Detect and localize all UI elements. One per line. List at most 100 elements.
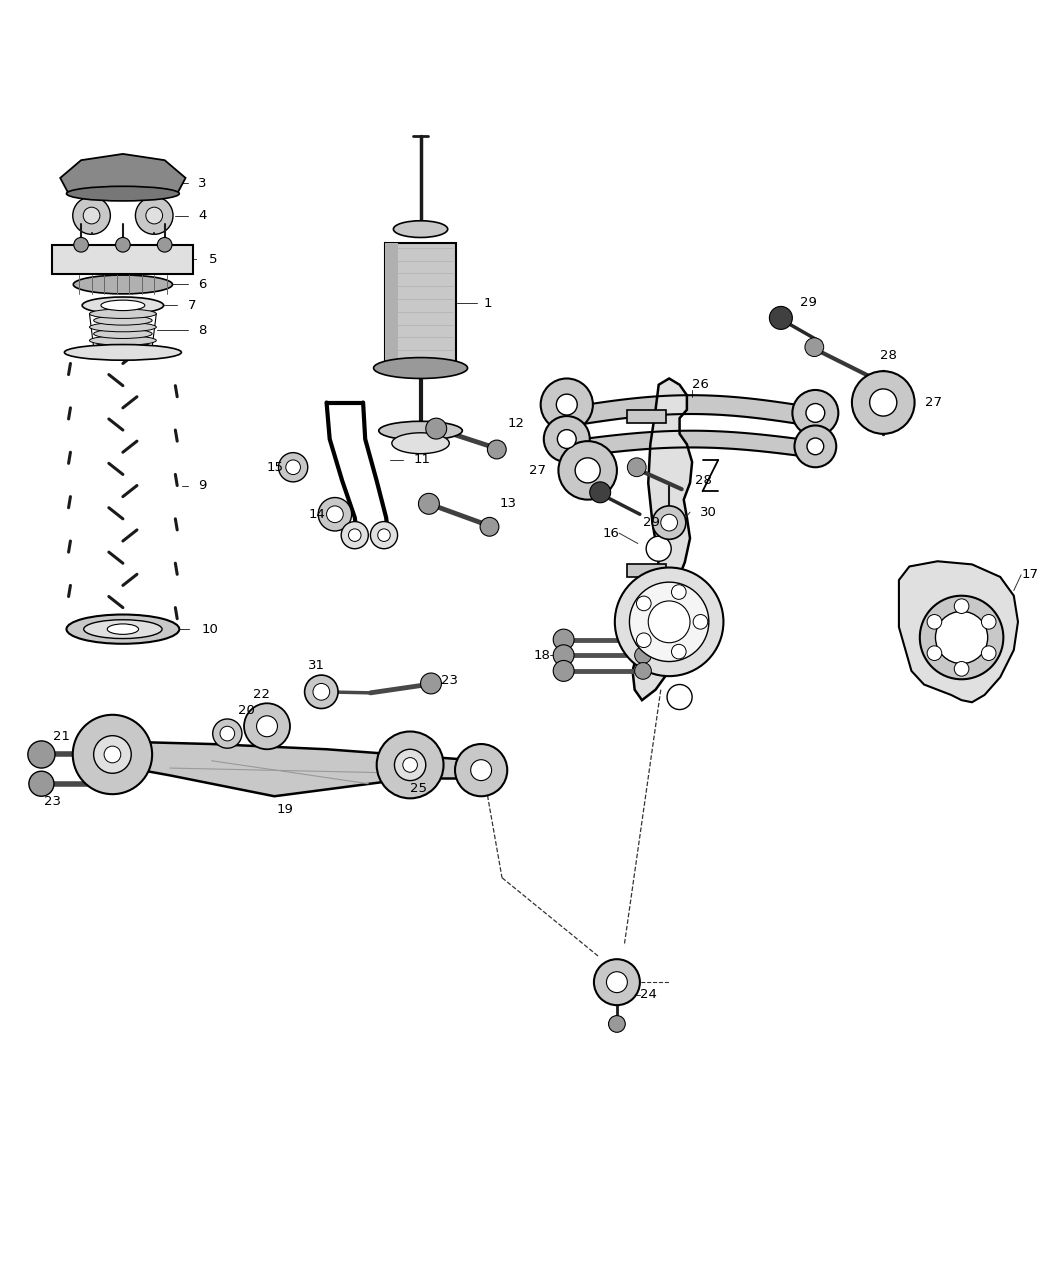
Text: 25: 25 (410, 783, 427, 796)
Circle shape (594, 959, 639, 1005)
Circle shape (419, 493, 439, 514)
Ellipse shape (89, 309, 156, 319)
Ellipse shape (82, 297, 164, 314)
Circle shape (28, 741, 55, 768)
Circle shape (793, 390, 838, 436)
Circle shape (646, 537, 671, 561)
Circle shape (627, 458, 646, 477)
Text: 27: 27 (925, 397, 942, 409)
Circle shape (693, 615, 708, 629)
Text: 21: 21 (52, 731, 70, 743)
Text: 22: 22 (253, 688, 270, 701)
Circle shape (213, 719, 242, 748)
Circle shape (806, 404, 824, 422)
Ellipse shape (392, 432, 449, 454)
Circle shape (869, 389, 897, 416)
Text: 28: 28 (880, 349, 897, 362)
Circle shape (636, 597, 651, 611)
Text: 10: 10 (202, 622, 218, 636)
Circle shape (629, 583, 709, 662)
Circle shape (672, 644, 686, 659)
Circle shape (927, 615, 942, 629)
Text: 27: 27 (529, 464, 546, 477)
Circle shape (852, 371, 915, 434)
Circle shape (575, 458, 601, 483)
Circle shape (634, 631, 651, 648)
Text: 19: 19 (276, 803, 293, 816)
Polygon shape (899, 561, 1018, 703)
Circle shape (327, 506, 343, 523)
Text: 3: 3 (198, 177, 207, 190)
Circle shape (636, 632, 651, 648)
Text: 31: 31 (308, 659, 324, 672)
Text: 6: 6 (198, 278, 207, 291)
Circle shape (244, 704, 290, 750)
Text: 7: 7 (188, 298, 196, 312)
Circle shape (83, 208, 100, 224)
Circle shape (558, 430, 576, 449)
Text: 8: 8 (198, 324, 207, 337)
Polygon shape (632, 379, 692, 700)
Text: 1: 1 (483, 297, 491, 310)
Text: 29: 29 (800, 296, 817, 309)
Circle shape (805, 338, 823, 357)
Circle shape (256, 715, 277, 737)
Circle shape (220, 727, 234, 741)
Circle shape (480, 518, 499, 537)
Circle shape (487, 440, 506, 459)
Text: 28: 28 (695, 474, 712, 487)
Ellipse shape (66, 615, 180, 644)
Circle shape (954, 599, 969, 613)
Circle shape (982, 615, 996, 629)
Circle shape (304, 674, 338, 709)
Circle shape (652, 506, 686, 539)
Circle shape (455, 745, 507, 797)
Text: 11: 11 (414, 454, 430, 467)
Circle shape (553, 660, 574, 681)
Circle shape (116, 237, 130, 252)
Circle shape (634, 646, 651, 663)
Text: 13: 13 (500, 497, 517, 510)
Ellipse shape (93, 343, 152, 352)
Circle shape (313, 683, 330, 700)
Circle shape (667, 685, 692, 710)
Ellipse shape (93, 316, 152, 325)
Circle shape (29, 771, 54, 797)
Circle shape (541, 379, 593, 431)
Polygon shape (385, 242, 398, 368)
Ellipse shape (66, 186, 180, 201)
Circle shape (556, 394, 578, 416)
Circle shape (93, 736, 131, 773)
Ellipse shape (93, 329, 152, 338)
Ellipse shape (374, 357, 467, 379)
Ellipse shape (89, 335, 156, 346)
Circle shape (278, 453, 308, 482)
Circle shape (135, 196, 173, 235)
Ellipse shape (101, 300, 145, 311)
Circle shape (371, 521, 398, 548)
Text: 24: 24 (639, 988, 656, 1001)
Circle shape (395, 750, 426, 780)
Text: 16: 16 (602, 527, 620, 539)
Circle shape (72, 196, 110, 235)
Text: 14: 14 (309, 507, 326, 520)
Circle shape (660, 514, 677, 530)
Circle shape (544, 416, 590, 462)
Polygon shape (627, 565, 666, 576)
Circle shape (634, 663, 651, 680)
Circle shape (590, 482, 611, 502)
Circle shape (553, 645, 574, 666)
Circle shape (672, 585, 686, 599)
Circle shape (72, 715, 152, 794)
Circle shape (607, 972, 627, 993)
Text: 20: 20 (237, 704, 255, 717)
Ellipse shape (107, 623, 139, 635)
Text: 15: 15 (267, 460, 284, 474)
Circle shape (936, 612, 988, 663)
Circle shape (609, 1016, 625, 1033)
Text: 12: 12 (507, 417, 524, 430)
Polygon shape (52, 245, 193, 274)
Text: 17: 17 (1021, 569, 1038, 581)
Ellipse shape (64, 344, 182, 361)
Polygon shape (60, 154, 186, 194)
